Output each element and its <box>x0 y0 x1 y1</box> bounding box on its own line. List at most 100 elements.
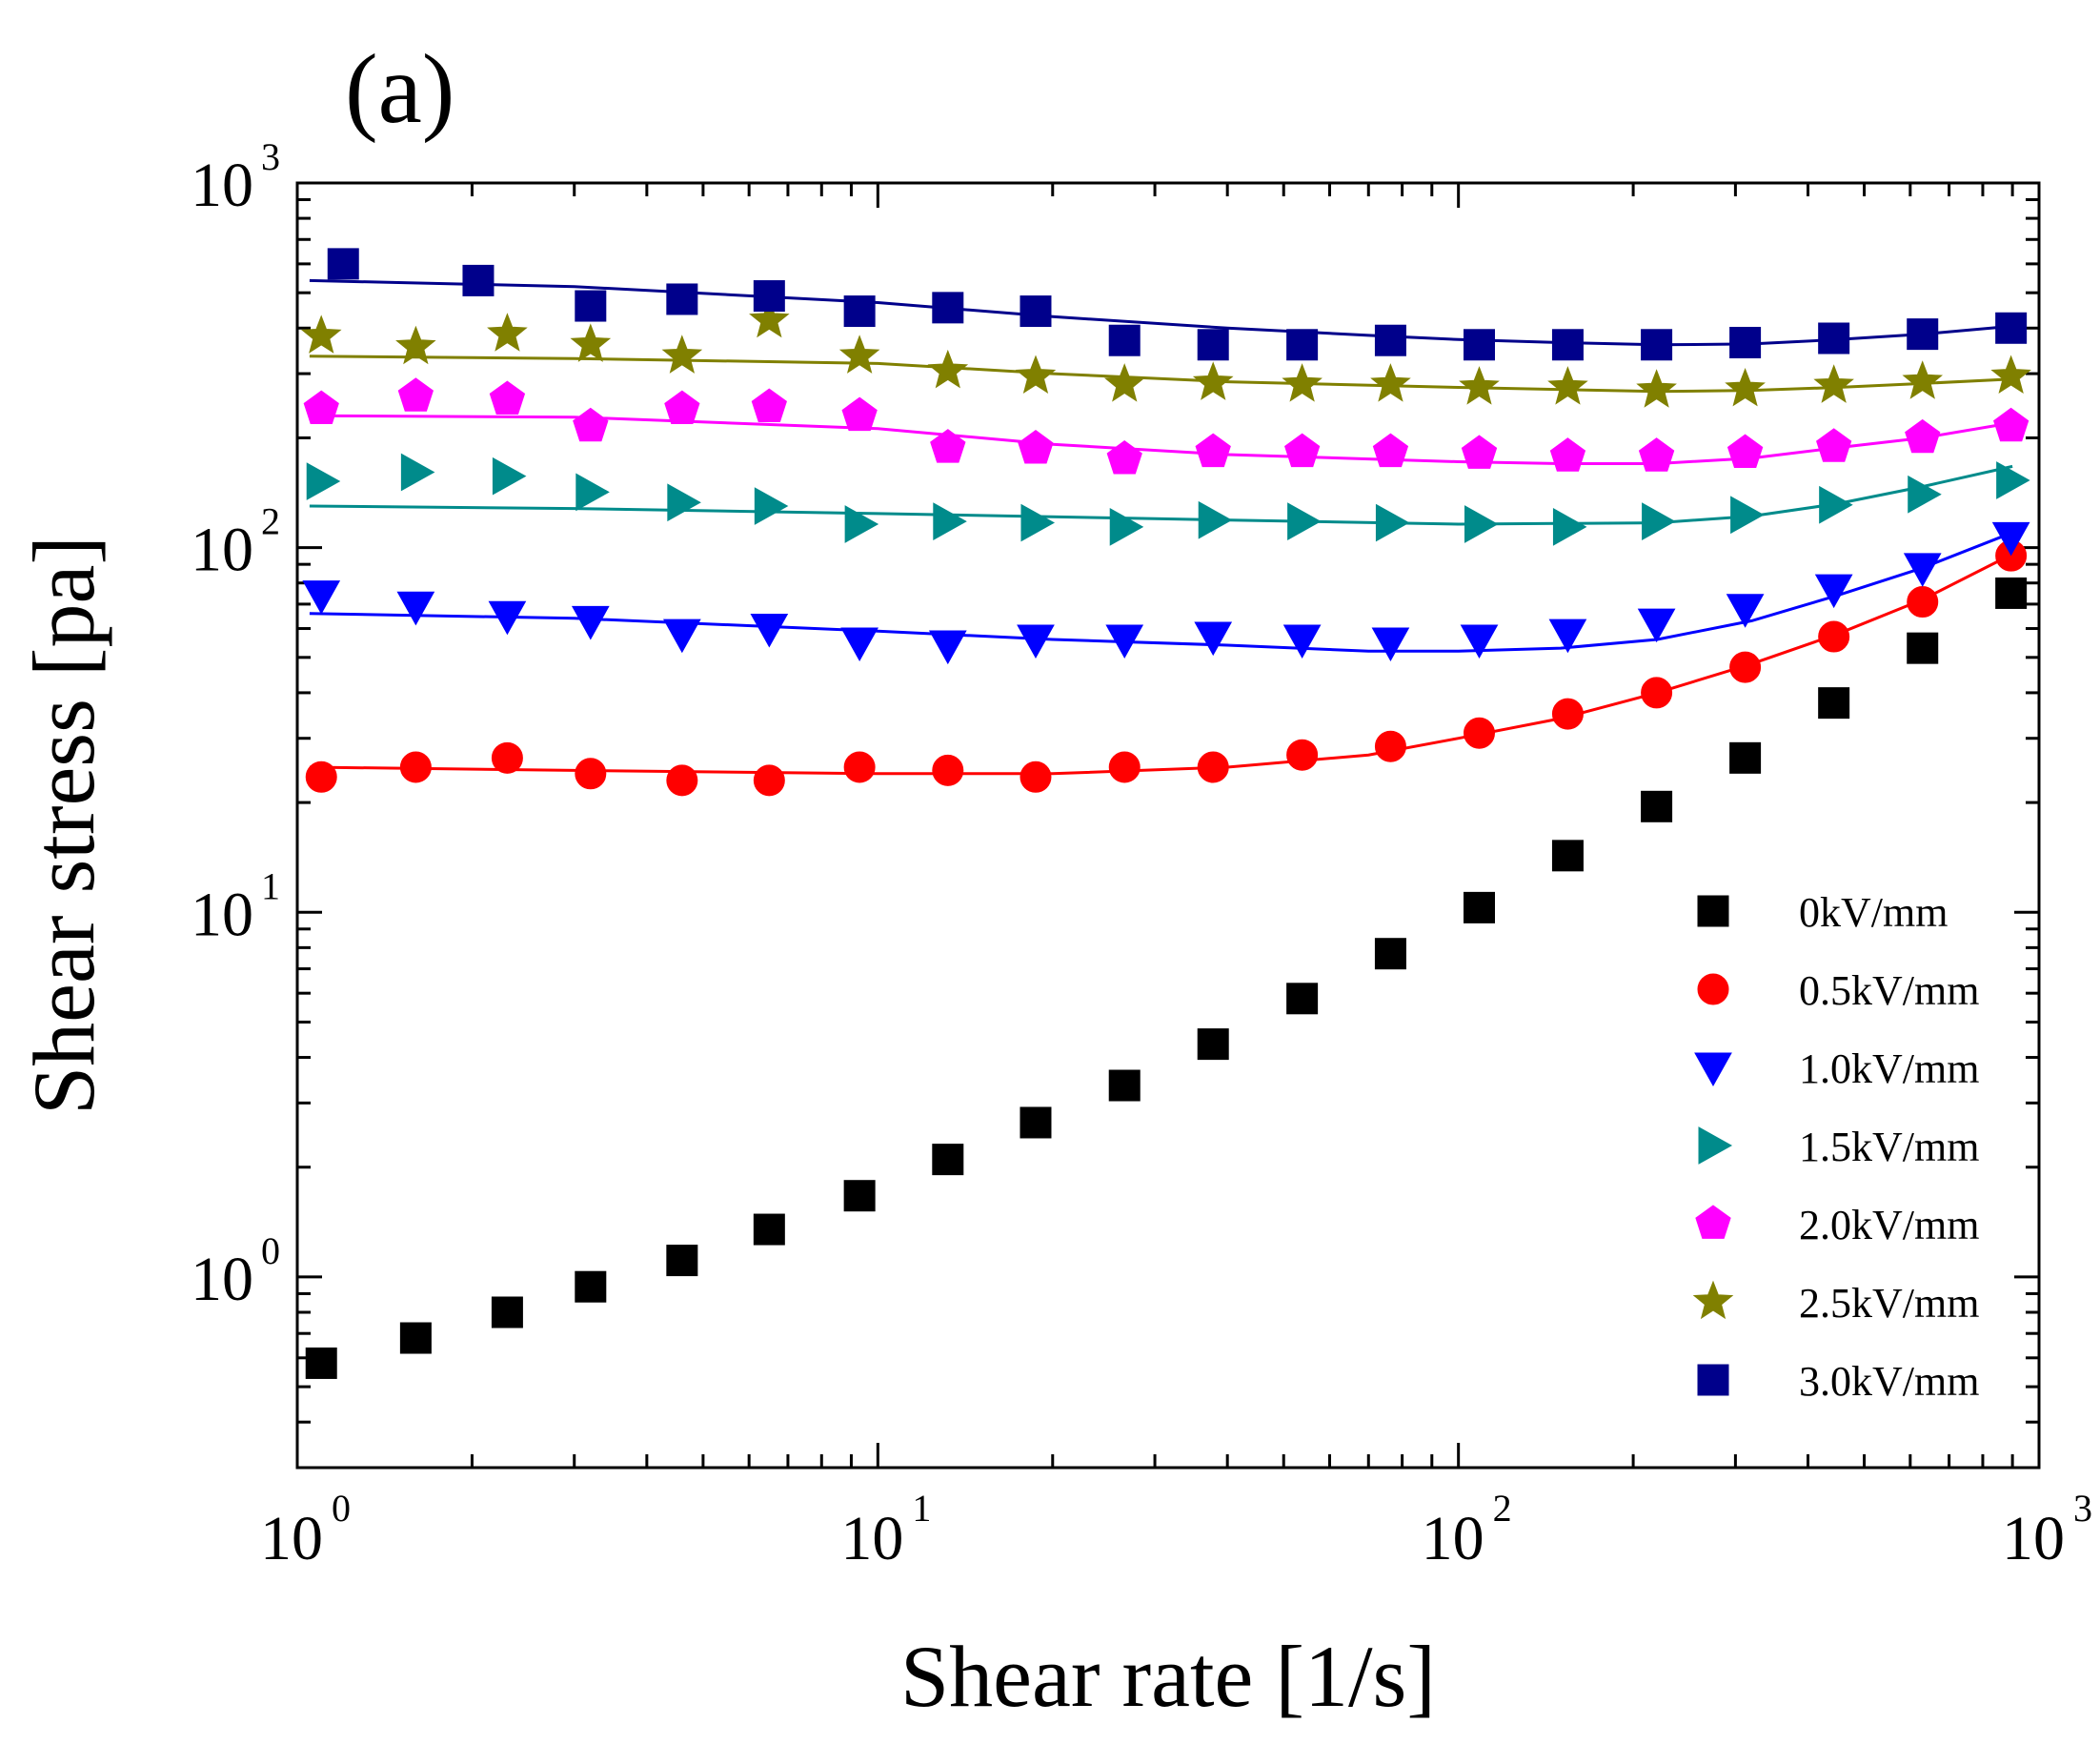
data-point <box>1907 586 1939 619</box>
data-point <box>305 760 337 793</box>
data-point <box>753 764 785 797</box>
data-point <box>1551 840 1584 872</box>
data-point <box>1108 751 1141 783</box>
data-point <box>1194 621 1233 657</box>
data-point <box>1459 366 1500 405</box>
data-point <box>930 429 966 463</box>
data-point <box>1197 329 1229 361</box>
data-point <box>1995 577 2028 609</box>
data-point <box>1106 439 1142 475</box>
data-point <box>1991 521 2030 557</box>
data-point <box>1020 503 1056 542</box>
legend-label: 2.0kV/mm <box>1799 1202 1979 1248</box>
data-point <box>1816 428 1852 462</box>
data-point <box>1284 433 1321 468</box>
data-point <box>666 764 698 797</box>
data-point <box>491 741 523 774</box>
data-point <box>843 751 876 783</box>
data-point <box>667 483 701 522</box>
legend-label: 2.5kV/mm <box>1799 1280 1979 1327</box>
data-point <box>1372 433 1409 468</box>
data-point <box>1108 324 1141 356</box>
data-point <box>487 313 528 352</box>
data-point <box>754 487 789 525</box>
panel-label: (a) <box>345 34 454 144</box>
data-point <box>843 295 876 328</box>
data-point <box>932 754 964 786</box>
y-tick-label: 10 <box>191 151 253 220</box>
data-point <box>666 283 698 315</box>
data-point <box>1286 739 1319 771</box>
data-point <box>750 614 789 648</box>
data-points <box>300 248 2031 1379</box>
data-point <box>662 619 701 654</box>
data-point <box>327 248 359 280</box>
data-point <box>751 388 787 422</box>
data-point <box>575 1270 607 1303</box>
data-point <box>1641 790 1673 822</box>
data-point <box>1818 687 1850 720</box>
data-point <box>1993 407 2029 442</box>
data-point <box>1282 363 1323 402</box>
data-point <box>1017 624 1055 659</box>
data-point <box>661 335 703 374</box>
data-point <box>1105 624 1144 659</box>
data-point <box>1726 434 1764 468</box>
series-1-5kV-mm <box>306 453 2030 546</box>
data-point <box>1814 574 1853 609</box>
data-point <box>1729 326 1762 358</box>
data-point <box>1549 437 1586 472</box>
data-point <box>1192 361 1234 400</box>
data-point <box>1995 312 2028 344</box>
x-tick-exponent: 1 <box>912 1487 931 1530</box>
data-point <box>1464 505 1499 543</box>
data-point <box>1374 938 1406 970</box>
data-point <box>1551 329 1584 361</box>
data-point <box>395 325 436 365</box>
data-point <box>305 1347 337 1379</box>
x-tick-label: 10 <box>260 1504 323 1573</box>
y-tick-exponent: 0 <box>261 1229 280 1272</box>
data-point <box>306 462 341 500</box>
data-point <box>1015 355 1057 395</box>
data-point <box>1551 698 1584 730</box>
data-point <box>1461 435 1498 469</box>
x-tick-label: 10 <box>2002 1504 2065 1573</box>
data-point <box>492 456 527 496</box>
data-point <box>489 380 526 415</box>
data-point <box>1195 433 1231 468</box>
data-point <box>1552 508 1587 546</box>
data-point <box>1103 363 1145 402</box>
data-point <box>838 335 880 374</box>
data-point <box>1286 329 1319 361</box>
data-point <box>1020 1106 1052 1139</box>
data-point <box>1990 355 2031 395</box>
series-2-0kV-mm <box>303 377 2029 475</box>
data-point <box>462 264 495 296</box>
data-point <box>399 1322 432 1354</box>
series-2-5kV-mm <box>300 298 2031 408</box>
y-tick-exponent: 3 <box>261 135 280 178</box>
data-point <box>932 1144 964 1176</box>
data-point <box>396 591 435 626</box>
x-tick-exponent: 0 <box>332 1487 351 1530</box>
data-point <box>1197 751 1229 783</box>
y-tick-exponent: 2 <box>261 500 280 543</box>
data-point <box>571 605 610 640</box>
data-point <box>1463 329 1495 361</box>
series-0kV-mm <box>305 577 2028 1379</box>
data-point <box>1730 496 1765 535</box>
data-point <box>1370 363 1411 402</box>
y-axis-label: Shear stress [pa] <box>15 536 112 1115</box>
data-point <box>666 1245 698 1277</box>
data-point <box>575 473 610 512</box>
data-point <box>1282 624 1322 659</box>
data-point <box>570 323 612 362</box>
data-point <box>573 407 609 442</box>
data-point <box>491 1296 523 1328</box>
y-tick-label: 10 <box>191 880 253 949</box>
data-point <box>300 314 342 354</box>
data-point <box>1819 485 1853 524</box>
data-point <box>1907 318 1939 351</box>
data-point <box>1729 651 1762 683</box>
